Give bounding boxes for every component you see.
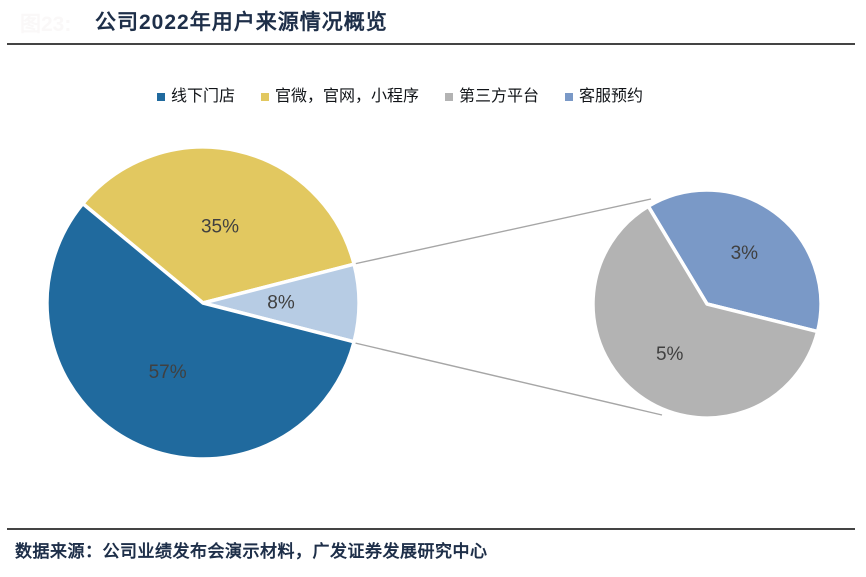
pie-slice-customer-service-booking[interactable] (646, 188, 823, 334)
main-pie: 35% 8% 57% (45, 145, 361, 461)
legend-swatch-icon (445, 93, 454, 101)
breakout-connector-line (354, 342, 663, 416)
figure-number-watermark: 图23: (20, 13, 72, 36)
legend-item-customer-service-booking[interactable]: 客服预约 (565, 86, 643, 108)
data-source-note: 数据来源：公司业绩发布会演示材料，广发证券发展研究中心 (15, 542, 488, 561)
legend-item-third-party-platform[interactable]: 第三方平台 (445, 86, 539, 108)
pie-slice-offline-stores[interactable] (45, 201, 356, 461)
slice-percent-label: 5% (656, 344, 684, 365)
pie-slice-third-party-platform[interactable] (591, 204, 820, 420)
title-rule (7, 43, 855, 45)
legend: 线下门店 官微，官网，小程序 第三方平台 客服预约 (157, 86, 643, 108)
secondary-pie: 3% 5% (591, 188, 823, 420)
slice-percent-label: 8% (267, 293, 295, 314)
slice-percent-label: 35% (201, 216, 239, 237)
legend-item-offline-stores[interactable]: 线下门店 (157, 86, 235, 108)
legend-item-official-channels[interactable]: 官微，官网，小程序 (261, 86, 419, 108)
legend-swatch-icon (565, 93, 574, 101)
pie-slice-official-channels[interactable] (81, 145, 356, 305)
footer-rule (7, 528, 855, 530)
legend-label: 官微，官网，小程序 (275, 88, 420, 105)
legend-label: 第三方平台 (459, 88, 540, 105)
legend-label: 线下门店 (171, 88, 236, 105)
chart-title: 公司2022年用户来源情况概览 (95, 11, 388, 34)
slice-percent-label: 57% (149, 362, 187, 383)
legend-swatch-icon (261, 93, 270, 101)
breakout-connector-line (353, 198, 652, 265)
legend-swatch-icon (157, 93, 165, 101)
legend-label: 客服预约 (579, 88, 644, 105)
slice-percent-label: 3% (731, 243, 759, 264)
